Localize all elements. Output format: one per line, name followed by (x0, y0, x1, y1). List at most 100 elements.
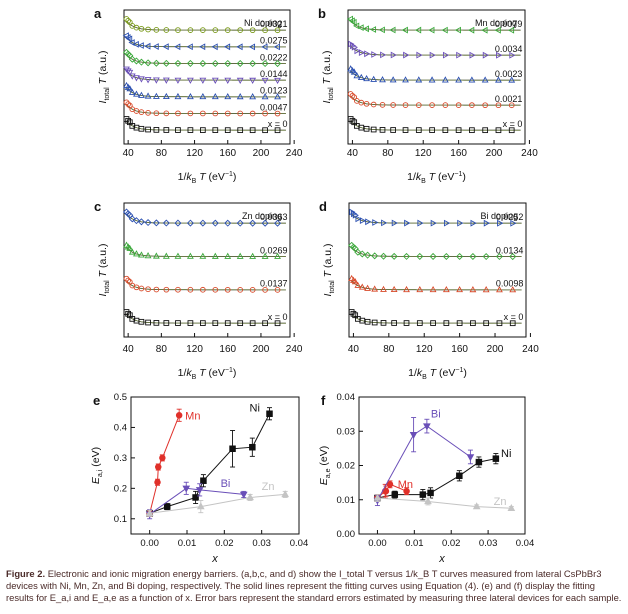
x-tick-label: 0.04 (290, 538, 309, 549)
data-marker (144, 92, 152, 99)
data-point (249, 443, 256, 451)
data-marker (137, 58, 145, 66)
data-marker (274, 77, 281, 85)
data-marker (441, 26, 448, 34)
data-point (155, 463, 162, 471)
data-marker (481, 76, 489, 83)
x-tick-label: 160 (450, 148, 467, 159)
data-point (246, 493, 254, 501)
data-marker (200, 27, 206, 33)
data-marker (389, 26, 396, 34)
data-marker (401, 26, 408, 34)
data-marker (175, 27, 181, 33)
series-00047: 0.0047 (123, 99, 288, 117)
data-marker (187, 286, 194, 293)
data-marker (174, 92, 182, 100)
x-tick-label: 40 (123, 344, 135, 355)
data-marker (237, 320, 244, 327)
data-marker (199, 59, 207, 67)
x-tick-label: 0.04 (516, 538, 535, 549)
data-marker (403, 51, 410, 59)
data-marker (249, 127, 256, 134)
data-marker (362, 25, 369, 33)
data-marker (390, 285, 398, 293)
data-marker (186, 77, 194, 84)
x-tick-label: 0.00 (140, 538, 159, 549)
data-marker (162, 43, 169, 51)
x-tick-label: 240 (522, 344, 539, 355)
data-marker (415, 127, 422, 133)
data-marker (495, 76, 502, 83)
y-tick-label: 0.00 (337, 529, 356, 540)
data-marker (162, 219, 170, 227)
data-marker (415, 76, 423, 83)
series-00269: 0.0269 (123, 241, 288, 259)
data-marker (249, 93, 257, 100)
data-point (175, 412, 183, 419)
fit-line-overlay (351, 280, 522, 291)
data-marker (212, 110, 219, 117)
x-tick-label: 120 (416, 344, 433, 355)
data-marker (133, 75, 140, 82)
data-marker (249, 286, 256, 293)
data-marker (507, 26, 515, 34)
data-marker (261, 93, 269, 100)
data-marker (262, 27, 268, 34)
series-line (376, 425, 471, 501)
data-marker (350, 68, 358, 75)
data-marker (380, 320, 387, 326)
data-marker (199, 219, 207, 227)
x-tick-label: 80 (382, 148, 394, 159)
data-marker (125, 101, 131, 107)
data-marker (363, 125, 370, 132)
data-marker (347, 91, 354, 97)
data-marker (348, 309, 355, 315)
data-marker (274, 287, 281, 293)
data-marker (237, 110, 244, 117)
data-marker (153, 27, 160, 33)
data-marker (402, 102, 409, 108)
plot-frame (123, 9, 291, 145)
data-marker (175, 320, 181, 326)
x-tick-label: 240 (286, 344, 303, 355)
fit-line-overlay (126, 20, 286, 31)
data-marker (273, 43, 280, 51)
data-marker (430, 219, 437, 227)
data-marker (403, 320, 410, 326)
data-marker (128, 39, 135, 46)
data-marker (236, 59, 244, 68)
data-marker (174, 59, 182, 67)
data-marker (509, 320, 516, 327)
data-marker (175, 127, 181, 133)
series-label: 0.0134 (496, 245, 524, 255)
data-marker (358, 124, 365, 131)
figure-caption: Figure 2. Electronic and ionic migration… (6, 568, 622, 604)
x-tick-label: 0.01 (178, 538, 197, 549)
data-marker (186, 92, 194, 100)
data-marker (390, 252, 398, 260)
data-marker (455, 102, 462, 108)
data-marker (442, 102, 449, 108)
data-marker (349, 117, 356, 124)
data-marker (145, 126, 151, 133)
series-label: 0.0269 (260, 245, 288, 255)
data-marker (364, 318, 371, 325)
plot-frame (123, 202, 291, 338)
data-marker (162, 92, 170, 100)
panel-e: e 0.00 0.01 0.02 0.03 0.04 0.1 0.2 0.3 0.4 0.5 x Ea,… (90, 392, 308, 565)
data-marker (350, 310, 357, 317)
data-marker (211, 43, 218, 51)
data-marker (363, 74, 370, 82)
data-marker (132, 57, 140, 65)
x-tick-label: 0.01 (405, 538, 424, 549)
x-axis-label: 1/kB T (eV−1) (178, 367, 237, 381)
y-tick-label: 0.03 (337, 426, 356, 437)
plot-frame (347, 9, 526, 145)
x-tick-label: 240 (521, 148, 538, 159)
data-marker (378, 26, 385, 34)
data-marker (163, 27, 170, 33)
panel-letter: e (93, 393, 100, 408)
caption-text: Electronic and ionic migration energy ba… (6, 568, 622, 603)
data-marker (454, 26, 461, 34)
data-marker (509, 286, 517, 293)
